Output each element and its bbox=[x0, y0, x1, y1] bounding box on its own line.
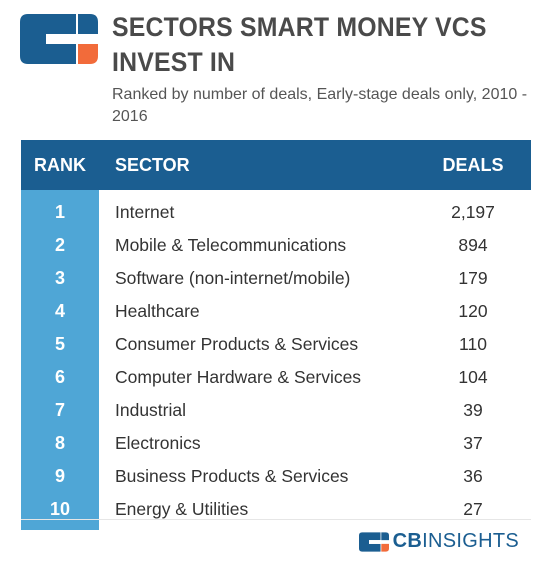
table-row: 1 Internet 2,197 bbox=[21, 196, 531, 229]
sector-cell: Computer Hardware & Services bbox=[115, 367, 362, 387]
cb-insights-logo-icon bbox=[20, 14, 98, 64]
sector-cell: Healthcare bbox=[115, 301, 200, 321]
deals-cell: 2,197 bbox=[451, 202, 495, 222]
deals-cell: 120 bbox=[458, 301, 488, 321]
deals-cell: 110 bbox=[459, 334, 487, 354]
deals-cell: 104 bbox=[458, 367, 488, 387]
page-title: SECTORS SMART MONEY VCS INVEST IN bbox=[112, 12, 487, 77]
rank-cell: 1 bbox=[54, 202, 65, 222]
brand-wordmark: CBINSIGHTS bbox=[393, 530, 519, 553]
rank-cell: 6 bbox=[54, 367, 65, 387]
rank-cell: 4 bbox=[54, 301, 65, 321]
deals-cell: 894 bbox=[458, 235, 488, 255]
brand-bold-text: CB bbox=[392, 530, 423, 552]
rank-cell: 7 bbox=[54, 400, 65, 420]
column-header-deals: DEALS bbox=[442, 154, 504, 175]
deals-cell: 27 bbox=[463, 499, 483, 519]
sector-cell: Mobile & Telecommunications bbox=[115, 235, 347, 255]
table-row: 5 Consumer Products & Services 110 bbox=[21, 328, 531, 361]
sector-cell: Energy & Utilities bbox=[115, 499, 249, 519]
cb-insights-small-logo-icon bbox=[358, 531, 389, 552]
deals-cell: 39 bbox=[463, 400, 483, 420]
deals-cell: 37 bbox=[463, 433, 483, 453]
deals-cell: 36 bbox=[463, 466, 483, 486]
table-header: RANK SECTOR DEALS bbox=[21, 140, 531, 190]
footer-brand: CBINSIGHTS bbox=[358, 530, 519, 553]
rank-cell: 3 bbox=[54, 268, 65, 288]
column-header-sector: SECTOR bbox=[115, 154, 190, 175]
sector-cell: Software (non-internet/mobile) bbox=[115, 268, 351, 288]
page-subtitle: Ranked by number of deals, Early-stage d… bbox=[112, 86, 528, 125]
table-row: 4 Healthcare 120 bbox=[21, 295, 531, 328]
rank-cell: 9 bbox=[54, 466, 65, 486]
sector-cell: Industrial bbox=[115, 400, 187, 420]
deals-cell: 179 bbox=[458, 268, 488, 288]
rank-cell: 10 bbox=[49, 499, 71, 519]
table-row: 8 Electronics 37 bbox=[21, 427, 531, 460]
table-row: 6 Computer Hardware & Services 104 bbox=[21, 361, 531, 394]
sector-cell: Internet bbox=[115, 202, 175, 222]
table-body: 1 Internet 2,197 2 Mobile & Telecommunic… bbox=[21, 190, 531, 530]
rank-cell: 2 bbox=[54, 235, 65, 255]
rank-cell: 5 bbox=[54, 334, 65, 354]
table-row: 7 Industrial 39 bbox=[21, 394, 531, 427]
column-header-rank: RANK bbox=[34, 154, 86, 175]
footer-divider bbox=[21, 519, 531, 520]
table-row: 10 Energy & Utilities 27 bbox=[21, 493, 531, 526]
sector-cell: Electronics bbox=[115, 433, 201, 453]
brand-thin-text: INSIGHTS bbox=[422, 530, 519, 552]
table-row: 9 Business Products & Services 36 bbox=[21, 460, 531, 493]
sector-cell: Business Products & Services bbox=[115, 466, 349, 486]
sector-cell: Consumer Products & Services bbox=[115, 334, 359, 354]
table-row: 3 Software (non-internet/mobile) 179 bbox=[21, 262, 531, 295]
ranking-table: RANK SECTOR DEALS 1 Internet 2,197 2 Mob… bbox=[21, 140, 531, 530]
table-row: 2 Mobile & Telecommunications 894 bbox=[21, 229, 531, 262]
rank-cell: 8 bbox=[54, 433, 65, 453]
